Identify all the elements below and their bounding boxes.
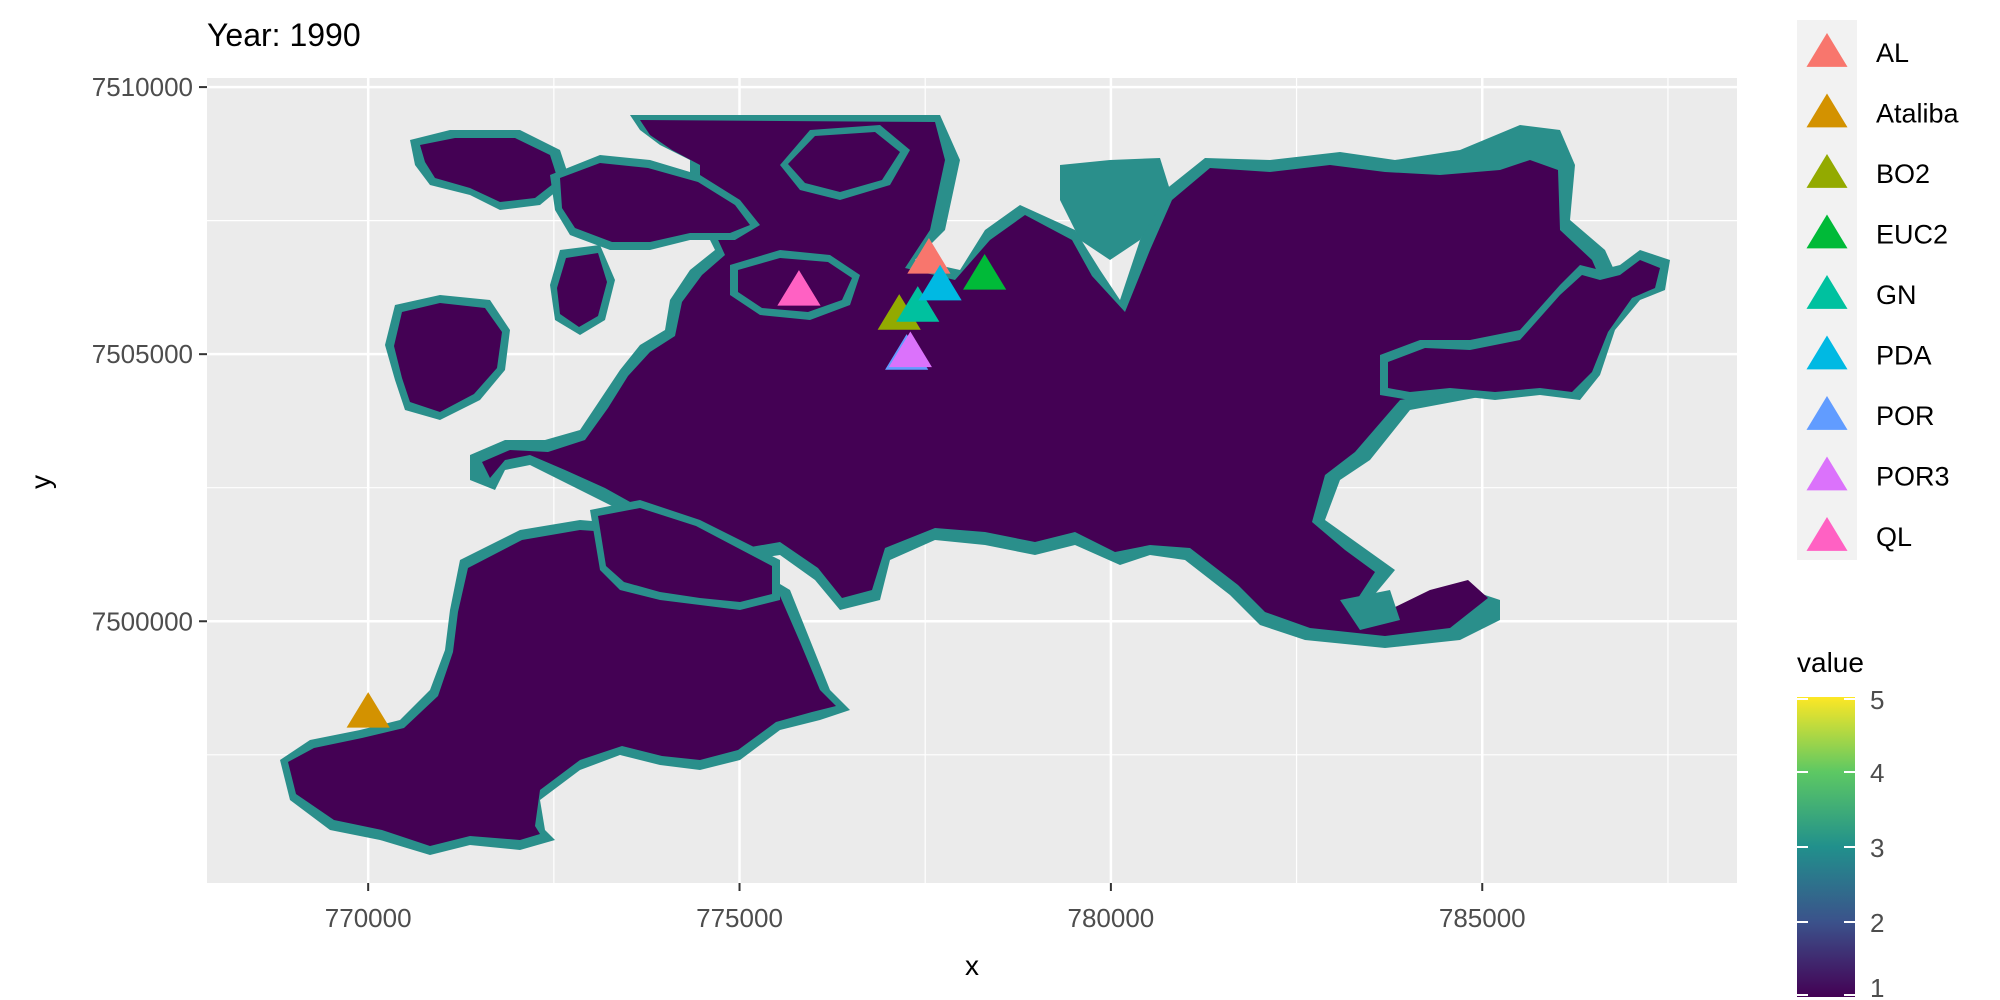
point-pda bbox=[918, 264, 962, 301]
legend-label-pda: PDA bbox=[1876, 341, 1932, 371]
raster-region-west-1-core bbox=[394, 303, 502, 412]
color-legend-label: 4 bbox=[1870, 758, 1884, 788]
legend-label-bo2: BO2 bbox=[1876, 159, 1930, 189]
plot-title: Year: 1990 bbox=[207, 17, 361, 53]
raster-region-north-3-core bbox=[788, 132, 900, 192]
legend-label-ql: QL bbox=[1876, 522, 1912, 552]
legend-key-pda bbox=[1806, 335, 1848, 370]
x-tick-label: 770000 bbox=[325, 903, 412, 933]
y-tick-label: 7505000 bbox=[92, 339, 193, 369]
raster-region-teal bbox=[1060, 158, 1170, 260]
raster-region-south-mid-core bbox=[598, 508, 772, 602]
legend-label-por: POR bbox=[1876, 401, 1935, 431]
legend-label-por3: POR3 bbox=[1876, 462, 1950, 492]
legend-label-al: AL bbox=[1876, 38, 1909, 68]
point-euc2 bbox=[963, 254, 1007, 290]
x-axis: 770000 775000 780000 785000 bbox=[325, 883, 1526, 933]
color-legend-label: 5 bbox=[1870, 685, 1884, 715]
raster-region-north-1-core bbox=[420, 138, 558, 202]
color-legend: value 5 4 3 2 1 bbox=[1797, 647, 1884, 1000]
raster-region-west-2-core bbox=[557, 253, 607, 327]
legend-label-gn: GN bbox=[1876, 280, 1917, 310]
point-ql bbox=[777, 270, 821, 306]
y-axis: 7510000 7505000 7500000 bbox=[92, 72, 207, 636]
legend-key-bo2 bbox=[1806, 154, 1848, 188]
x-tick-label: 785000 bbox=[1439, 903, 1526, 933]
color-legend-label: 1 bbox=[1870, 973, 1884, 1000]
y-tick-label: 7510000 bbox=[92, 72, 193, 102]
legend-key-por3 bbox=[1806, 456, 1848, 491]
point-ataliba bbox=[346, 692, 390, 728]
point-gn bbox=[896, 286, 940, 322]
raster-region-north-2-core bbox=[560, 163, 750, 242]
legend-label-euc2: EUC2 bbox=[1876, 220, 1948, 250]
x-tick-label: 780000 bbox=[1068, 903, 1155, 933]
point-por3 bbox=[888, 331, 932, 368]
x-tick-label: 775000 bbox=[696, 903, 783, 933]
legend-key-por bbox=[1806, 396, 1848, 430]
legend-key-euc2 bbox=[1806, 214, 1848, 249]
legend-key-al bbox=[1806, 33, 1848, 67]
legend-key-gn bbox=[1806, 275, 1848, 309]
legend-label-ataliba: Ataliba bbox=[1876, 99, 1960, 129]
x-axis-title: x bbox=[965, 950, 979, 981]
legend-key-ql bbox=[1806, 517, 1848, 551]
color-legend-title: value bbox=[1797, 647, 1864, 678]
raster-region-sw bbox=[288, 530, 836, 846]
color-legend-label: 3 bbox=[1870, 833, 1884, 863]
raster-layer bbox=[280, 115, 1670, 855]
raster-region-main bbox=[482, 120, 1612, 636]
point-al bbox=[907, 238, 951, 274]
raster-region-east bbox=[1388, 260, 1660, 392]
point-layer bbox=[346, 238, 1007, 728]
raster-region-south-tail bbox=[1340, 590, 1400, 630]
color-legend-label: 2 bbox=[1870, 908, 1884, 938]
y-axis-title: y bbox=[25, 475, 56, 489]
y-tick-label: 7500000 bbox=[92, 606, 193, 636]
point-legend: AL Ataliba BO2 EUC2 GN PDA POR POR3 QL bbox=[1797, 20, 1960, 560]
legend-key-ataliba bbox=[1806, 93, 1848, 128]
